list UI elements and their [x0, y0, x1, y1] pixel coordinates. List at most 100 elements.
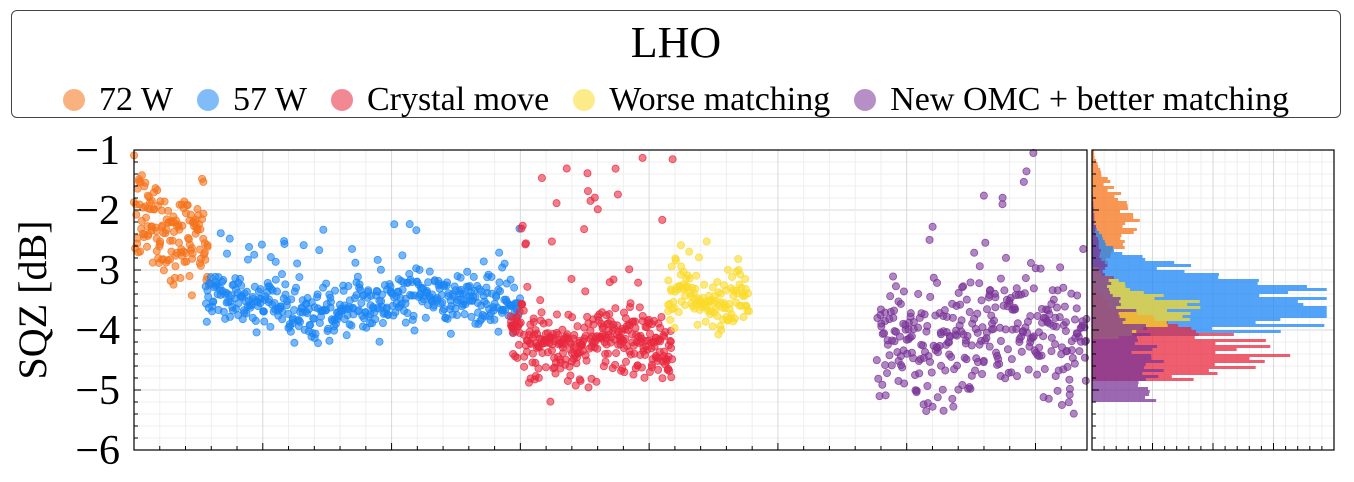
scatter-point: [313, 290, 322, 299]
scatter-point: [398, 251, 407, 260]
scatter-point: [199, 177, 208, 186]
scatter-point: [443, 314, 452, 323]
scatter-point: [219, 307, 228, 316]
histogram-bar: [1092, 285, 1307, 288]
histogram-bar: [1092, 216, 1134, 219]
histogram-bar: [1092, 210, 1120, 213]
scatter-point: [1059, 283, 1068, 292]
scatter-point: [1053, 386, 1062, 395]
scatter-point: [940, 306, 949, 315]
scatter-point: [998, 200, 1007, 209]
histogram-bar: [1092, 354, 1152, 357]
scatter-point: [570, 330, 579, 339]
histogram-bar: [1092, 180, 1111, 183]
scatter-point: [694, 253, 703, 262]
scatter-point: [202, 317, 211, 326]
scatter-point: [953, 361, 962, 370]
histogram-bar: [1092, 243, 1123, 246]
scatter-point: [962, 295, 971, 304]
histogram-bar: [1092, 294, 1260, 297]
scatter-point: [147, 196, 156, 205]
scatter-point: [576, 376, 585, 385]
histogram-bar: [1092, 291, 1289, 294]
histogram-bar: [1092, 177, 1108, 180]
scatter-point: [741, 274, 750, 283]
histogram-bar: [1092, 309, 1327, 312]
histogram-bar: [1092, 270, 1185, 273]
scatter-point: [437, 290, 446, 299]
histogram-bar: [1092, 336, 1195, 339]
scatter-point: [467, 312, 476, 321]
scatter-point: [666, 315, 675, 324]
scatter-point: [730, 314, 739, 323]
scatter-point: [1047, 333, 1056, 342]
scatter-point: [676, 241, 685, 250]
scatter-point: [552, 199, 561, 208]
scatter-point: [216, 229, 225, 238]
histogram-bar: [1092, 312, 1191, 315]
scatter-point: [923, 381, 932, 390]
histogram-bar: [1092, 306, 1327, 309]
scatter-point: [708, 322, 717, 331]
y-axis-label-group: SQZ [dB]: [10, 221, 55, 380]
scatter-point: [1052, 303, 1061, 312]
histogram-bar: [1092, 333, 1151, 336]
scatter-point: [143, 242, 152, 251]
histogram-bar: [1092, 258, 1146, 261]
scatter-point: [668, 355, 677, 364]
scatter-point: [638, 311, 647, 320]
histogram-bar: [1092, 252, 1123, 255]
scatter-point: [1019, 177, 1028, 186]
histogram-bar: [1092, 246, 1114, 249]
histogram-bar: [1092, 300, 1120, 303]
scatter-point: [1055, 313, 1064, 322]
scatter-point: [900, 379, 909, 388]
scatter-point: [250, 250, 259, 259]
scatter-point: [621, 357, 630, 366]
histogram-bar: [1092, 315, 1327, 318]
scatter-point: [1022, 167, 1031, 176]
histogram-bar: [1092, 324, 1146, 327]
histogram-bar: [1092, 159, 1097, 162]
scatter-point: [292, 283, 301, 292]
scatter-point: [568, 313, 577, 322]
histogram-bar: [1092, 294, 1164, 297]
scatter-point: [520, 362, 529, 371]
scatter-point: [541, 363, 550, 372]
scatter-point: [977, 296, 986, 305]
histogram-bar: [1092, 297, 1327, 300]
scatter-point: [1049, 295, 1058, 304]
scatter-point: [1065, 375, 1074, 384]
scatter-point: [611, 360, 620, 369]
scatter-point: [351, 258, 360, 267]
scatter-point: [664, 276, 673, 285]
histogram-bar: [1092, 345, 1158, 348]
scatter-point: [1007, 368, 1016, 377]
scatter-point: [991, 293, 1000, 302]
histogram-bar: [1092, 219, 1140, 222]
scatter-point: [963, 331, 972, 340]
histogram-bar: [1092, 348, 1153, 351]
scatter-point: [342, 331, 351, 340]
scatter-point: [658, 215, 667, 224]
scatter-point: [973, 309, 982, 318]
scatter-point: [580, 225, 589, 234]
scatter-point: [536, 296, 545, 305]
scatter-point: [242, 287, 251, 296]
scatter-point: [410, 326, 419, 335]
scatter-point: [919, 341, 928, 350]
scatter-point: [625, 265, 634, 274]
scatter-point: [979, 191, 988, 200]
scatter-point: [141, 178, 150, 187]
scatter-point: [670, 323, 679, 332]
scatter-point: [1070, 359, 1079, 368]
scatter-point: [691, 284, 700, 293]
scatter-point: [938, 385, 947, 394]
scatter-point: [926, 292, 935, 301]
scatter-point: [460, 310, 469, 319]
scatter-point: [196, 225, 205, 234]
scatter-point: [558, 325, 567, 334]
histogram-bar: [1092, 378, 1146, 381]
histogram-bar: [1092, 309, 1137, 312]
histogram-bar: [1092, 150, 1095, 153]
